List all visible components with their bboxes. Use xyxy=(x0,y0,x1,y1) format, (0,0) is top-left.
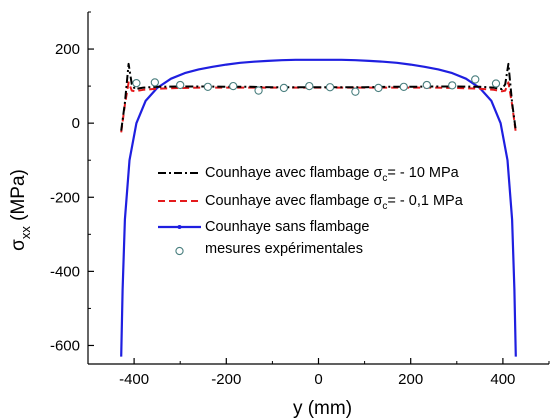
legend-label: mesures expérimentales xyxy=(205,241,363,257)
y-axis-label: σxx (MPa) xyxy=(8,169,33,251)
series-2-line xyxy=(120,81,517,133)
legend-label-text: Counhaye sans flambage xyxy=(205,219,369,235)
legend-swatch xyxy=(175,246,184,256)
plot-axes: -400 -200 0 200 400 200 0 -200 -400 -600 xyxy=(50,11,550,388)
data-point xyxy=(254,86,263,95)
legend-item: Counhaye avec flambage σc= - 10 MPa xyxy=(158,165,460,184)
legend-label-subscript: c xyxy=(382,201,387,212)
y-axis-label-sub: xx xyxy=(18,226,33,240)
legend-item: Counhaye sans flambage xyxy=(158,219,369,235)
legend-label-suffix: = - 10 MPa xyxy=(387,165,459,181)
x-tick-label: 200 xyxy=(398,371,423,388)
data-point xyxy=(399,82,408,91)
data-point xyxy=(203,82,213,91)
data-point xyxy=(351,87,360,96)
legend-label-text: Counhaye avec flambage σ xyxy=(205,193,382,209)
data-point xyxy=(374,83,383,93)
data-point xyxy=(229,81,238,91)
y-axis-label-unit: (MPa) xyxy=(8,169,29,226)
data-point xyxy=(132,78,141,88)
data-point xyxy=(279,83,289,93)
data-point xyxy=(491,79,501,88)
x-tick-label: 400 xyxy=(490,371,515,388)
legend-label: Counhaye avec flambage σc= - 0,1 MPa xyxy=(205,193,464,212)
y-axis-label-main: σ xyxy=(8,239,29,251)
y-tick-label: 0 xyxy=(72,115,80,132)
legend-label-subscript: c xyxy=(382,173,387,184)
y-tick-label: 200 xyxy=(55,41,80,58)
x-tick-label: -400 xyxy=(119,371,149,388)
x-tick-label: 0 xyxy=(314,371,322,388)
data-point xyxy=(325,83,335,92)
data-point xyxy=(448,81,457,90)
legend-label-suffix: = - 0,1 MPa xyxy=(387,193,463,209)
y-tick-label: -400 xyxy=(50,263,80,280)
x-axis-label: y (mm) xyxy=(293,398,352,419)
legend-label-text: mesures expérimentales xyxy=(205,241,363,257)
data-point xyxy=(176,80,185,90)
legend: Counhaye avec flambage σc= - 10 MPaCounh… xyxy=(158,165,464,257)
y-tick-label: -200 xyxy=(50,189,80,206)
data-point xyxy=(150,78,159,87)
legend-label: Counhaye avec flambage σc= - 10 MPa xyxy=(205,165,460,184)
data-point xyxy=(471,75,480,84)
y-tick-label: -600 xyxy=(50,337,80,354)
series-layer xyxy=(120,58,517,357)
series-1-line xyxy=(120,62,517,131)
legend-label-text: Counhaye avec flambage σ xyxy=(205,165,382,181)
series-4-markers xyxy=(132,75,501,96)
legend-item: Counhaye avec flambage σc= - 0,1 MPa xyxy=(158,193,464,212)
data-point xyxy=(422,80,431,90)
x-tick-label: -200 xyxy=(211,371,241,388)
legend-swatch-marker xyxy=(177,225,182,229)
data-point xyxy=(305,81,314,91)
legend-label: Counhaye sans flambage xyxy=(205,219,369,235)
legend-item: mesures expérimentales xyxy=(175,241,363,257)
